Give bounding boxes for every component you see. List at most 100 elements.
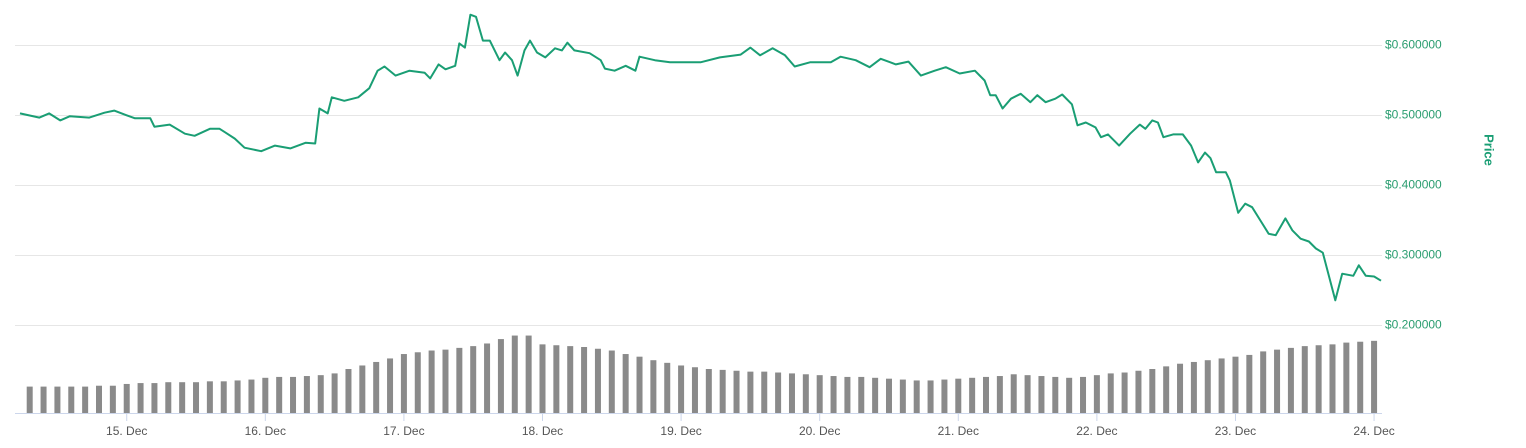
volume-bar — [788, 373, 795, 413]
y-axis-title: Price — [1482, 134, 1497, 166]
volume-bar — [428, 350, 435, 413]
volume-bar — [983, 376, 990, 413]
volume-bar — [858, 376, 865, 413]
volume-bar — [1246, 354, 1253, 413]
volume-bar — [1371, 340, 1378, 413]
volume-bar — [484, 343, 491, 413]
volume-bar — [470, 346, 477, 413]
volume-bar — [1204, 360, 1211, 413]
volume-bar — [54, 386, 61, 413]
volume-bar — [414, 352, 421, 413]
volume-bar — [969, 377, 976, 413]
volume-bar — [68, 386, 75, 413]
volume-bar — [276, 376, 283, 413]
volume-bar — [678, 365, 685, 413]
volume-bar — [82, 386, 89, 413]
volume-bar — [317, 375, 324, 413]
volume-bar — [1357, 341, 1364, 413]
volume-bar — [1274, 349, 1281, 413]
volume-bar — [955, 378, 962, 413]
x-tick-label: 22. Dec — [1076, 424, 1117, 438]
volume-bar — [290, 376, 297, 413]
volume-bar — [1343, 342, 1350, 413]
volume-bar — [581, 347, 588, 413]
volume-bar — [1301, 346, 1308, 413]
volume-bar — [1315, 345, 1322, 413]
volume-bar — [1052, 376, 1059, 413]
volume-bar — [179, 382, 186, 413]
volume-bar — [26, 386, 33, 413]
y-tick-label: $0.600000 — [1385, 38, 1442, 52]
volume-bar — [1038, 376, 1045, 413]
volume-bar — [151, 383, 158, 413]
volume-bar — [109, 385, 116, 413]
volume-bar — [913, 380, 920, 413]
volume-bar — [733, 370, 740, 413]
volume-bar — [996, 376, 1003, 413]
volume-bar — [567, 346, 574, 413]
volume-bar — [553, 345, 560, 413]
volume-bar — [691, 367, 698, 413]
volume-bar — [1218, 358, 1225, 413]
volume-bar — [1149, 369, 1156, 413]
volume-bar — [165, 382, 172, 413]
volume-bar — [872, 377, 879, 413]
y-tick-label: $0.300000 — [1385, 248, 1442, 262]
volume-bar — [747, 371, 754, 413]
volume-bar — [525, 335, 532, 413]
x-tick-label: 20. Dec — [799, 424, 840, 438]
volume-bar — [511, 335, 518, 413]
volume-bar — [1024, 375, 1031, 413]
x-tick-label: 23. Dec — [1215, 424, 1256, 438]
volume-bar — [1010, 374, 1017, 413]
volume-bar — [123, 383, 130, 413]
volume-bar — [1232, 356, 1239, 413]
volume-bar — [802, 374, 809, 413]
volume-bar — [1066, 377, 1073, 413]
y-tick-label: $0.200000 — [1385, 318, 1442, 332]
volume-bar — [220, 381, 227, 413]
volume-bar — [761, 371, 768, 413]
volume-bar — [400, 354, 407, 413]
volume-bar — [234, 380, 241, 413]
volume-bar — [387, 358, 394, 413]
y-tick-label: $0.400000 — [1385, 178, 1442, 192]
volume-bar — [830, 376, 837, 413]
x-tick-label: 18. Dec — [522, 424, 563, 438]
volume-bar — [1121, 372, 1128, 413]
volume-bar — [1135, 370, 1142, 413]
volume-bar — [1177, 363, 1184, 413]
volume-bar — [206, 381, 213, 413]
volume-bar — [844, 376, 851, 413]
volume-bar — [775, 372, 782, 413]
volume-bar — [719, 369, 726, 413]
x-tick-label: 19. Dec — [660, 424, 701, 438]
volume-bar — [885, 378, 892, 413]
volume-bar — [664, 362, 671, 413]
volume-bar — [373, 361, 380, 413]
volume-bar — [539, 344, 546, 413]
volume-bar — [442, 349, 449, 413]
y-tick-label: $0.500000 — [1385, 108, 1442, 122]
volume-bar — [608, 350, 615, 413]
volume-bar — [95, 385, 102, 413]
volume-bar — [1163, 366, 1170, 413]
volume-bar — [1329, 344, 1336, 413]
x-tick-label: 17. Dec — [383, 424, 424, 438]
volume-bar — [1093, 375, 1100, 413]
volume-bar — [497, 339, 504, 413]
x-tick-label: 21. Dec — [938, 424, 979, 438]
volume-bar — [636, 356, 643, 413]
volume-bar — [899, 379, 906, 413]
volume-bar — [1107, 373, 1114, 413]
x-tick-label: 16. Dec — [245, 424, 286, 438]
volume-bar — [262, 377, 269, 413]
volume-bar — [456, 347, 463, 413]
x-tick-label: 15. Dec — [106, 424, 147, 438]
volume-bar — [1080, 376, 1087, 413]
volume-bar — [193, 382, 200, 413]
volume-bar — [927, 380, 934, 413]
volume-bar — [359, 365, 366, 413]
price-line — [19, 13, 1382, 302]
